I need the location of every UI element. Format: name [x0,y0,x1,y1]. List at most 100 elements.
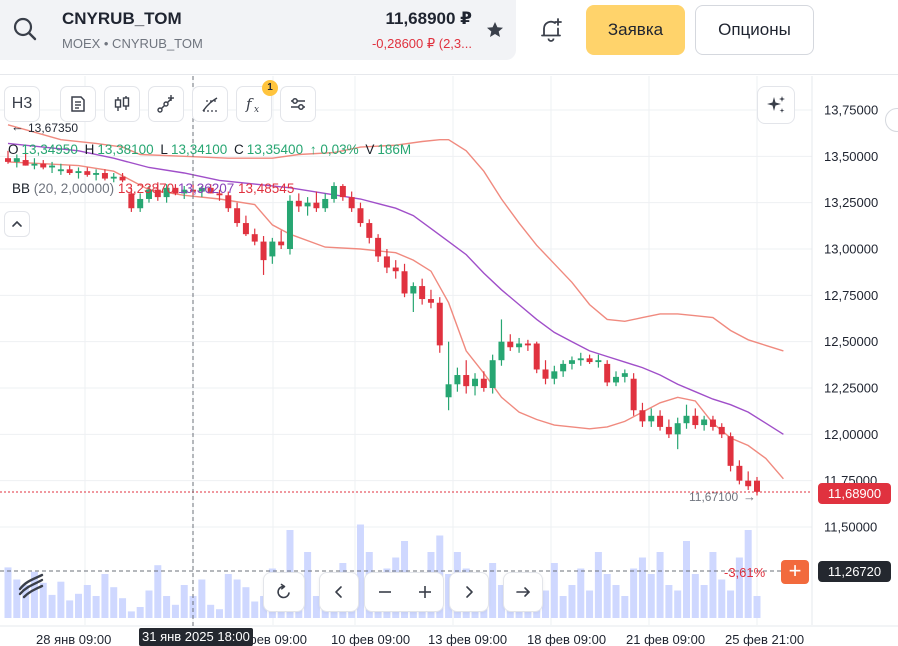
star-icon[interactable] [485,20,505,40]
volume-bar [171,604,179,618]
volume-bar [224,574,232,618]
candle [357,202,364,227]
ai-assistant-button[interactable] [757,86,795,124]
ticker-price: 11,68900 ₽ [385,9,472,28]
scroll-right-button[interactable] [449,572,489,612]
bb-params: (20, 2,00000) [33,181,115,196]
candle-body [507,341,514,348]
interval-button[interactable]: Н3 [4,86,40,122]
candles-button[interactable] [104,86,140,122]
ohlc-high: 13,38100 [97,142,154,157]
bell-plus-icon[interactable] [537,16,565,44]
volume-bar [647,574,655,618]
volume-bar [4,567,12,618]
collapse-legend-button[interactable] [4,211,30,237]
candle [31,158,38,170]
volume-bar [621,596,629,618]
candle [154,182,161,201]
candle-body [595,360,602,363]
bollinger-legend[interactable]: BB (20, 2,00000) 13,23870 13,36207 13,48… [12,181,294,196]
fib-tool-button[interactable] [192,86,228,122]
candle-body [145,189,152,199]
volume-bar [753,596,761,618]
candle [445,341,452,411]
candle [401,263,408,298]
ohlc-close-label: C [234,142,244,157]
candle-body [295,200,302,207]
candle-body [181,189,188,194]
candle-body [22,160,29,166]
candle [366,219,373,244]
candle-body [621,373,628,377]
high-marker-label: 13,67350 [28,121,79,135]
volume-bar [215,609,223,618]
volume-bar [603,574,611,618]
candle [489,354,496,394]
volume-bar [718,579,726,618]
volume-bar [612,585,620,618]
candle-body [551,371,558,379]
interval-label: Н3 [11,95,33,112]
candle-body [674,423,681,435]
volume-bar [665,585,673,618]
candle-body [93,173,100,175]
add-order-plus-button[interactable]: + [781,560,809,584]
reset-chart-button[interactable] [263,572,305,612]
candle-body [154,189,161,198]
candle-body [278,241,285,246]
search-icon[interactable] [12,16,38,42]
ticker-exchange: MOEX • CNYRUB_TOM [62,36,203,51]
crosshair-price-tag: 11,26720 [818,561,891,582]
zoom-out-button[interactable] [365,573,405,611]
candle-body [225,195,232,209]
ohlc-high-label: H [84,142,95,157]
volume-bar [110,587,118,618]
candle [234,202,241,227]
settings-button[interactable] [280,86,316,122]
line-tool-button[interactable] [148,86,184,122]
candle-body [5,158,11,162]
candle-body [613,376,620,383]
volume-bar [577,568,585,618]
candle-body [119,176,126,181]
sparkle-icon [767,96,785,113]
candle-body [49,165,56,168]
time-label-3: 13 фев 09:00 [428,632,508,646]
candle [745,471,752,490]
candle-body [331,185,338,199]
volume-bar [251,601,259,618]
candle [260,236,267,275]
candle [22,152,29,166]
price-axis-label: 13,00000 [824,242,878,257]
order-button[interactable]: Заявка [586,5,685,55]
candle [75,167,82,179]
candle [242,215,249,237]
volume-bar [709,552,717,618]
ticker-search-box[interactable]: CNYRUB_TOM MOEX • CNYRUB_TOM 11,68900 ₽ … [0,0,516,60]
price-axis-label: 11,50000 [824,520,877,535]
candle-body [586,358,593,363]
options-button[interactable]: Опционы [695,5,814,55]
price-axis-label: 13,25000 [824,195,878,210]
candle [463,360,470,394]
candle-body [207,187,214,194]
volume-bar [119,598,127,618]
scroll-left-button[interactable] [319,572,359,612]
candle [639,402,646,427]
scroll-to-realtime-button[interactable] [503,572,543,612]
volume-bar [568,585,576,618]
time-label-6: 25 фев 21:00 [725,632,805,646]
price-axis-bg [812,76,898,626]
chevron-right-icon [466,586,473,598]
candle [304,197,311,216]
zoom-controls [364,572,444,612]
candle-body [639,410,646,422]
zoom-in-button[interactable] [405,573,445,611]
candle [507,334,514,351]
candle [172,184,179,196]
candle-body [128,193,135,209]
volume-bar [312,596,320,618]
candle [101,169,108,181]
chart-type-button[interactable] [60,86,96,122]
bb-upper-value: 13,48545 [238,181,295,196]
